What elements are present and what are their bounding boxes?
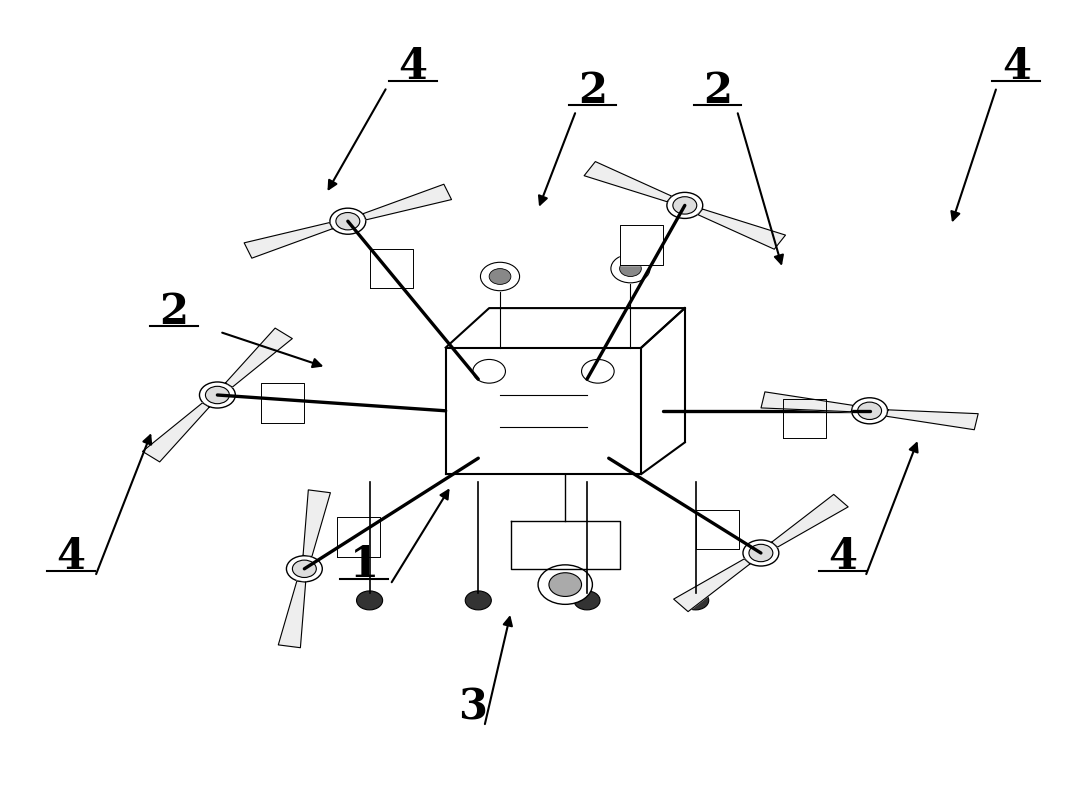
- Polygon shape: [674, 559, 750, 611]
- Circle shape: [667, 193, 703, 219]
- Text: 1: 1: [350, 544, 378, 586]
- Polygon shape: [761, 392, 852, 412]
- Text: 4: 4: [1002, 46, 1030, 88]
- Polygon shape: [698, 209, 786, 249]
- Polygon shape: [278, 581, 305, 648]
- Polygon shape: [225, 328, 292, 387]
- Polygon shape: [370, 249, 413, 288]
- Circle shape: [357, 591, 383, 610]
- Polygon shape: [363, 184, 451, 220]
- Circle shape: [683, 591, 709, 610]
- Circle shape: [336, 213, 360, 230]
- Polygon shape: [337, 517, 380, 557]
- Circle shape: [480, 262, 520, 291]
- Circle shape: [549, 573, 582, 596]
- Text: 4: 4: [828, 536, 857, 578]
- Circle shape: [489, 269, 511, 284]
- Text: 4: 4: [57, 536, 85, 578]
- Polygon shape: [584, 162, 672, 201]
- Polygon shape: [696, 510, 739, 549]
- Circle shape: [673, 197, 697, 214]
- Polygon shape: [887, 410, 978, 430]
- Circle shape: [287, 556, 322, 582]
- Circle shape: [742, 540, 779, 566]
- Text: 2: 2: [578, 70, 607, 112]
- Polygon shape: [245, 223, 333, 258]
- Polygon shape: [261, 383, 304, 423]
- Text: 2: 2: [160, 291, 188, 333]
- Circle shape: [292, 560, 316, 577]
- Polygon shape: [303, 490, 330, 556]
- Polygon shape: [783, 399, 826, 438]
- Polygon shape: [142, 403, 210, 462]
- Circle shape: [749, 544, 773, 562]
- Circle shape: [611, 254, 650, 283]
- Circle shape: [620, 261, 641, 276]
- Text: 4: 4: [399, 46, 427, 88]
- Circle shape: [200, 382, 235, 408]
- Text: 2: 2: [703, 70, 732, 112]
- Polygon shape: [620, 225, 663, 265]
- Circle shape: [205, 386, 229, 404]
- Text: 3: 3: [459, 686, 487, 728]
- Circle shape: [465, 591, 491, 610]
- Circle shape: [574, 591, 600, 610]
- Circle shape: [858, 402, 882, 419]
- Polygon shape: [772, 495, 848, 547]
- Circle shape: [538, 565, 592, 604]
- Circle shape: [852, 398, 887, 424]
- Circle shape: [330, 209, 365, 235]
